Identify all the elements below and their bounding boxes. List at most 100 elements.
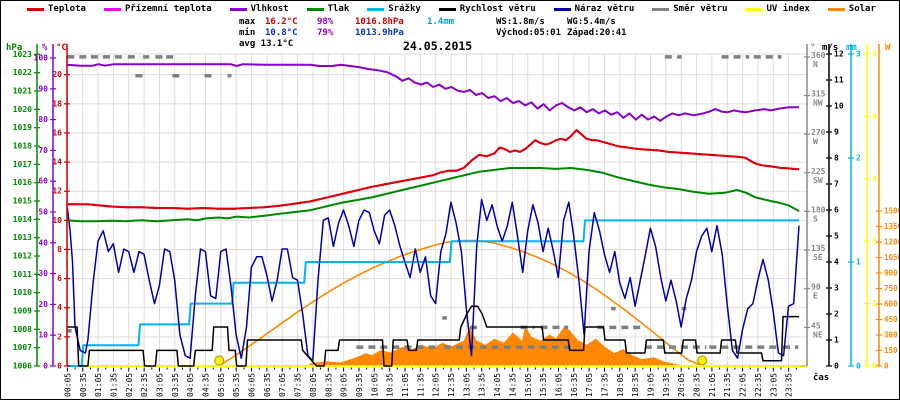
axis-tick-label: NW bbox=[813, 99, 823, 108]
stats-value: 16.2°C bbox=[265, 17, 298, 27]
series-teplota bbox=[67, 129, 800, 210]
x-tick-label: 05:35 bbox=[232, 373, 241, 397]
axis-tick-label: 1014 bbox=[13, 215, 32, 224]
axis-tick-label: 4 bbox=[57, 303, 62, 312]
axis-tick-label: S bbox=[813, 214, 818, 223]
axis-tick-label: 80 bbox=[38, 115, 48, 124]
axis-header: mm bbox=[846, 43, 857, 53]
legend-item: Vlhkost bbox=[229, 4, 289, 14]
axis-tick-label: 225 bbox=[811, 167, 826, 176]
x-tick-label: 12:35 bbox=[447, 373, 456, 397]
axis-tick-label: 70 bbox=[38, 146, 48, 155]
legend-label: Srážky bbox=[388, 4, 421, 14]
stats-value: Východ:05:01 bbox=[496, 28, 562, 38]
x-tick-label: 05:05 bbox=[217, 373, 226, 397]
x-tick-label: 04:35 bbox=[202, 373, 211, 397]
axis-tick-label: 18 bbox=[52, 99, 62, 108]
legend-item: Přízemní teplota bbox=[103, 4, 212, 14]
x-tick-label: 22:05 bbox=[739, 373, 748, 397]
legend-label: UV index bbox=[766, 4, 810, 14]
stats-value: avg 13.1°C bbox=[239, 39, 294, 49]
axis-tick-label: 135 bbox=[811, 244, 826, 253]
x-tick-label: 17:05 bbox=[585, 373, 594, 397]
x-tick-label: 19:05 bbox=[647, 373, 656, 397]
axis-tick-label: 900 bbox=[884, 269, 898, 278]
legend-label: Solar bbox=[848, 4, 876, 14]
x-tick-label: 10:35 bbox=[386, 373, 395, 397]
axis-tick-label: 90 bbox=[811, 283, 821, 292]
axis-tick-label: 1010 bbox=[13, 288, 32, 297]
axis-tick-label: 60 bbox=[38, 177, 48, 186]
axis-tick-label: 14 bbox=[52, 158, 62, 167]
axis-tick-label: 1350 bbox=[884, 222, 899, 231]
axis-tick-label: 1006 bbox=[13, 362, 32, 371]
axis-tick-label: 750 bbox=[884, 284, 898, 293]
axis-tick-label: 1021 bbox=[13, 87, 32, 96]
axis-tick-label: 315 bbox=[811, 90, 826, 99]
x-tick-label: 00:05 bbox=[63, 373, 72, 397]
legend-label: Rychlost větru bbox=[459, 4, 536, 14]
axis-tick-label: 1500 bbox=[884, 207, 899, 216]
axis-tick-label: 8 bbox=[57, 245, 62, 254]
x-tick-label: 02:35 bbox=[140, 373, 149, 397]
x-tick-label: 23:05 bbox=[769, 373, 778, 397]
x-tick-label: 06:05 bbox=[248, 373, 257, 397]
axis-header: m/s bbox=[822, 43, 838, 53]
axis-tick-label: 450 bbox=[884, 315, 898, 324]
stats-value: 79% bbox=[317, 28, 334, 38]
legend-swatch bbox=[229, 7, 247, 11]
axis-tick-label: NE bbox=[813, 330, 823, 339]
legend-label: Vlhkost bbox=[250, 4, 289, 14]
axis-tick-label: 12 bbox=[834, 50, 844, 59]
x-tick-label: 19:35 bbox=[662, 373, 671, 397]
stats-row: avg 13.1°C bbox=[239, 39, 473, 50]
x-tick-label: 03:35 bbox=[171, 373, 180, 397]
axis-tick-label: 3 bbox=[834, 284, 839, 293]
x-tick-label: 07:05 bbox=[278, 373, 287, 397]
stats-wind-sun: WS:1.8m/s WG:5.4m/s Východ:05:01 Západ:20:4… bbox=[496, 17, 638, 39]
axis-tick-label: 10 bbox=[38, 331, 48, 340]
axis-tick-label: 1008 bbox=[13, 325, 32, 334]
axis-tick-label: 16 bbox=[52, 128, 62, 137]
x-tick-label: 14:05 bbox=[493, 373, 502, 397]
series-n-raz-v-tru bbox=[66, 198, 800, 362]
axis-tick-label: 180 bbox=[811, 205, 826, 214]
stats-value: WG:5.4m/s bbox=[567, 17, 616, 27]
axis-tick-label: 0 bbox=[57, 362, 62, 371]
stats-value: 1016.8hPa bbox=[355, 17, 404, 27]
axis-tick-label: 5 bbox=[872, 50, 877, 59]
x-tick-label: 08:35 bbox=[324, 373, 333, 397]
x-tick-label: 21:05 bbox=[708, 373, 717, 397]
axis-tick-label: 0 bbox=[834, 362, 839, 371]
axis-tick-label: 1018 bbox=[13, 142, 32, 151]
legend-item: Tlak bbox=[306, 4, 350, 14]
axis-tick-label: 1016 bbox=[13, 178, 32, 187]
stats-value: 98% bbox=[317, 17, 334, 27]
axis-tick-label: SW bbox=[813, 176, 823, 185]
series-tlak bbox=[67, 167, 800, 223]
axis-tick-label: 12 bbox=[52, 187, 62, 196]
axis-tick-label: 3 bbox=[872, 174, 877, 183]
axis-tick-label: 45 bbox=[811, 321, 821, 330]
axis-tick-label: E bbox=[813, 292, 818, 301]
axis-tick-label: 90 bbox=[38, 84, 48, 93]
x-tick-label: 21:35 bbox=[723, 373, 732, 397]
axis-tick-label: 1022 bbox=[13, 68, 32, 77]
axis-tick-label: 1020 bbox=[13, 105, 32, 114]
legend-swatch bbox=[306, 7, 324, 11]
legend-swatch bbox=[553, 7, 571, 11]
x-tick-label: 13:35 bbox=[478, 373, 487, 397]
x-tick-label: 18:05 bbox=[616, 373, 625, 397]
legend-label: Teplota bbox=[48, 4, 86, 14]
axis-tick-label: 300 bbox=[884, 331, 898, 340]
axis-header: ° bbox=[810, 43, 815, 53]
x-tick-label: 02:05 bbox=[125, 373, 134, 397]
axis-tick-label: 20 bbox=[38, 300, 48, 309]
stats-value: 10.8°C bbox=[265, 28, 298, 38]
sun-marker-icon bbox=[214, 355, 225, 366]
legend-label: Tlak bbox=[327, 4, 350, 14]
x-tick-label: 00:35 bbox=[79, 373, 88, 397]
legend-label: Přízemní teplota bbox=[124, 4, 212, 14]
axis-tick-label: 1015 bbox=[13, 197, 32, 206]
